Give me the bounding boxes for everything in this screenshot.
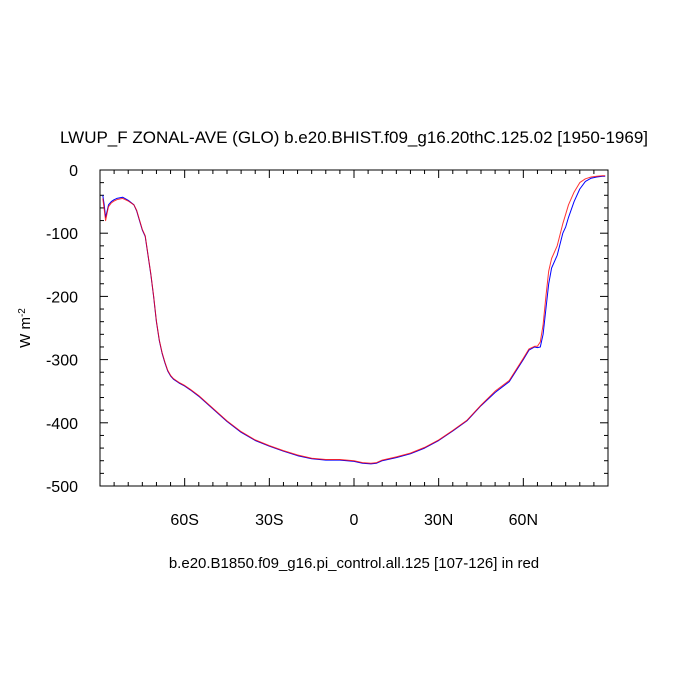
plot-area (99, 169, 609, 487)
x-tick-label: 30N (424, 512, 453, 529)
x-tick-label: 60S (170, 512, 198, 529)
y-tick-label: -400 (46, 416, 78, 433)
major-ticks (100, 169, 608, 487)
series-line-pi-control (102, 175, 606, 464)
x-tick-label: 0 (350, 512, 359, 529)
minor-ticks (99, 170, 609, 486)
y-axis-label: W m-2 (17, 308, 35, 348)
plot-frame (99, 169, 609, 487)
series-line-20thc (102, 175, 606, 465)
chart-title: LWUP_F ZONAL-AVE (GLO) b.e20.BHIST.f09_g… (60, 128, 648, 147)
y-tick-label: -200 (46, 289, 78, 306)
x-tick-label: 60N (509, 512, 538, 529)
y-tick-labels: 0 -100 -200 -300 -400 -500 (46, 163, 78, 496)
chart-subtitle: b.e20.B1850.f09_g16.pi_control.all.125 [… (169, 555, 539, 572)
y-tick-label: -100 (46, 226, 78, 243)
y-tick-label: -500 (46, 479, 78, 496)
series-layer (102, 175, 606, 465)
y-tick-label: -300 (46, 353, 78, 370)
y-tick-label: 0 (69, 163, 78, 180)
x-tick-label: 30S (255, 512, 283, 529)
x-tick-labels: 60S 30S 0 30N 60N (170, 512, 538, 529)
